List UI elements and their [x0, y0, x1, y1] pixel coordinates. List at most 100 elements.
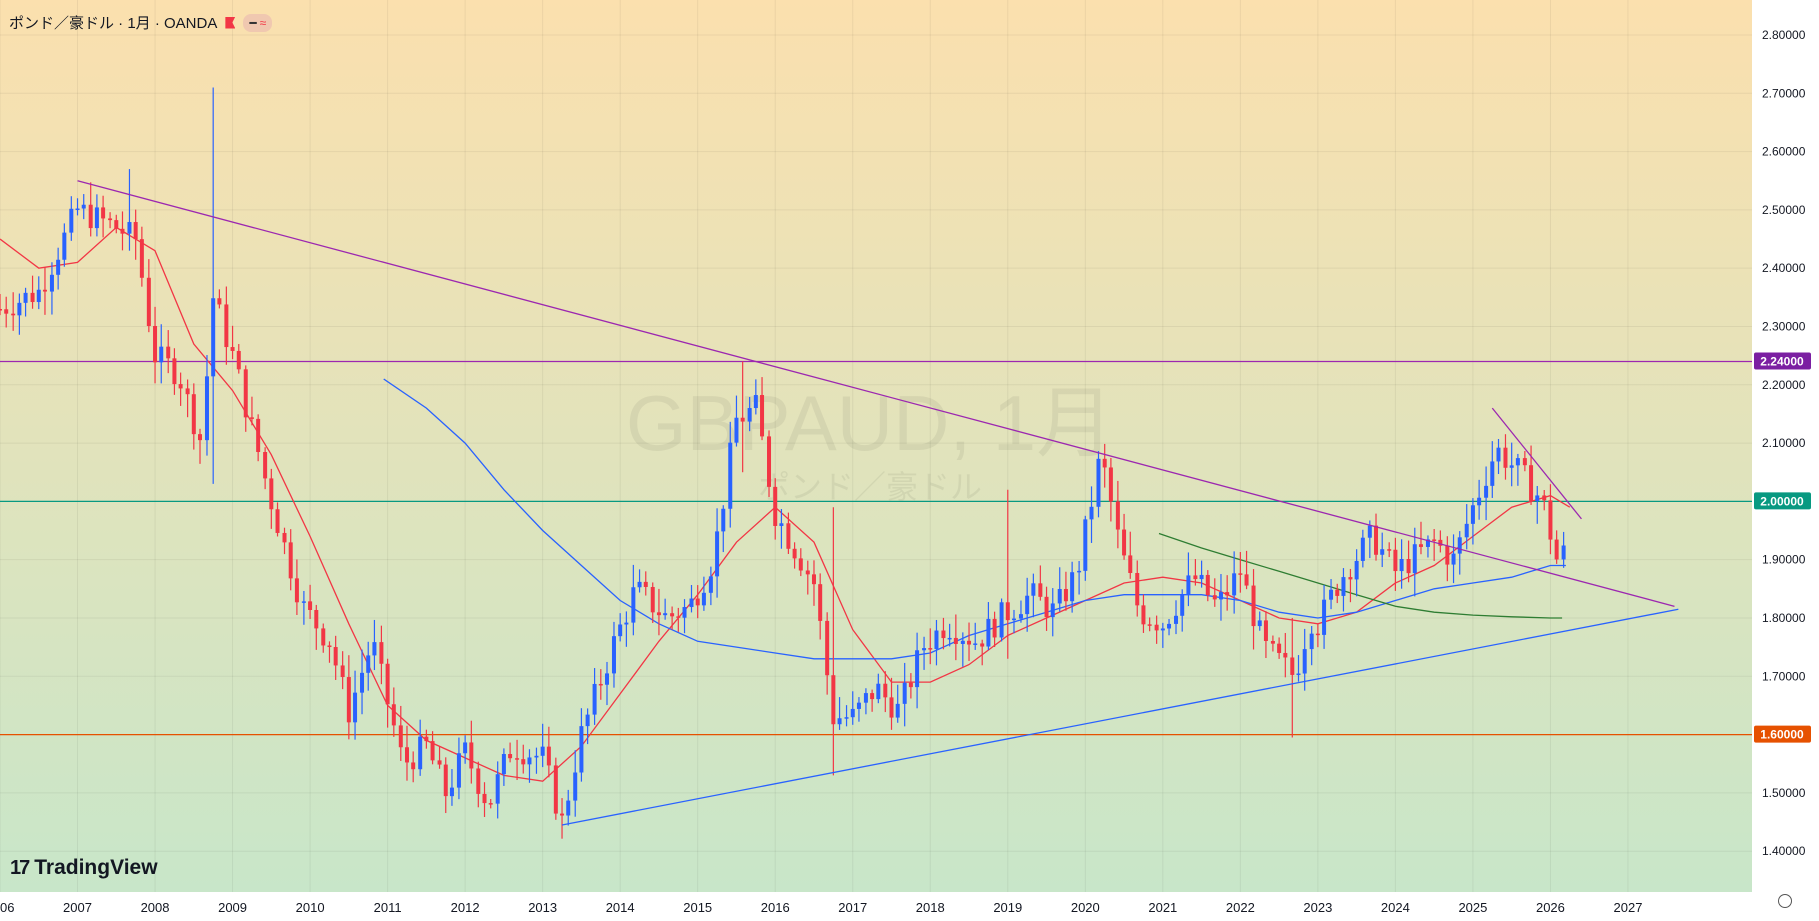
candle-body	[198, 434, 203, 441]
candle-body	[870, 693, 875, 700]
candle-body	[120, 228, 125, 234]
time-tick-label: 2015	[683, 900, 712, 915]
candle-body	[670, 613, 675, 617]
trendline	[1491, 407, 1582, 520]
candle-body	[482, 793, 487, 804]
candle-body	[515, 758, 520, 760]
candle-body	[1115, 501, 1120, 530]
time-tick-label: 2026	[1536, 900, 1565, 915]
candle-body	[650, 586, 655, 613]
candle-body	[1484, 485, 1489, 498]
time-tick-label: 2007	[63, 900, 92, 915]
candle-body	[825, 620, 830, 676]
candle-body	[902, 682, 907, 704]
candle-body	[1561, 545, 1566, 560]
candle-body	[986, 618, 991, 647]
settings-icon[interactable]	[1778, 894, 1792, 908]
candle-body	[1225, 592, 1230, 596]
candle-body	[1451, 553, 1456, 565]
candle-body	[1193, 575, 1198, 580]
candle-body	[831, 675, 836, 725]
candle-body	[889, 697, 894, 718]
candle-body	[1529, 465, 1534, 501]
price-label-text: 2.00000	[1760, 494, 1804, 508]
candle-body	[1277, 643, 1282, 653]
candle-body	[747, 408, 752, 422]
candle-body	[243, 369, 248, 418]
candle-body	[1412, 544, 1417, 574]
candle-body	[992, 618, 997, 638]
candle-body	[1296, 673, 1301, 676]
candle-body	[437, 760, 442, 765]
candle-body	[133, 222, 138, 240]
candle-body	[1174, 615, 1179, 624]
candle-body	[1309, 633, 1314, 650]
candle-body	[1302, 649, 1307, 674]
candle-body	[934, 630, 939, 649]
candle-body	[1244, 574, 1249, 586]
candle-body	[579, 726, 584, 773]
candle-body	[1387, 549, 1392, 551]
candle-body	[1089, 506, 1094, 520]
time-tick-label: 2014	[606, 900, 635, 915]
price-tick-label: 1.80000	[1762, 611, 1806, 625]
price-tick-label: 1.90000	[1762, 553, 1806, 567]
candle-body	[327, 645, 332, 648]
candle-body	[139, 239, 144, 278]
candle-body	[1108, 467, 1113, 502]
candle-body	[1167, 623, 1172, 629]
price-labels: 2.24000 2.00000 1.60000	[1754, 352, 1811, 743]
candle-body	[585, 714, 590, 727]
candle-body	[805, 570, 810, 575]
candle-body	[411, 762, 416, 770]
candle-body	[495, 774, 500, 804]
candle-body	[863, 693, 868, 703]
time-tick-label: 2012	[451, 900, 480, 915]
candle-body	[1315, 633, 1320, 636]
candle-body	[1457, 537, 1462, 554]
candle-body	[288, 542, 293, 579]
candle-body	[728, 442, 733, 509]
candle-body	[689, 598, 694, 608]
candle-body	[1509, 465, 1514, 468]
candle-body	[1470, 505, 1475, 524]
candle-body	[1496, 447, 1501, 462]
candle-body	[1251, 585, 1256, 627]
tradingview-logo[interactable]: 17 TradingView	[10, 856, 158, 880]
candle-body	[1438, 539, 1443, 546]
candle-body	[1038, 583, 1043, 597]
time-axis: 2006 2007 2008 2009 2010 2011 2012 2013 2014 2015…	[0, 900, 1642, 915]
candle-body	[1515, 458, 1520, 466]
candle-body	[941, 630, 946, 639]
candle-body	[967, 640, 972, 645]
candle-body	[715, 531, 720, 577]
candle-body	[42, 289, 47, 292]
candle-body	[1425, 539, 1430, 547]
candle-body	[786, 523, 791, 549]
candle-body	[127, 222, 132, 234]
flag-icon[interactable]	[225, 16, 236, 29]
candle-body	[217, 298, 222, 305]
candle-body	[1199, 574, 1204, 580]
indicator-toggle[interactable]: ━ ≈	[243, 13, 273, 32]
candle-body	[1063, 588, 1068, 602]
candle-body	[604, 673, 610, 685]
candle-body	[191, 394, 196, 435]
candle-body	[166, 346, 171, 359]
candle-body	[1490, 461, 1495, 486]
candle-body	[631, 587, 636, 623]
candle-body	[1399, 559, 1404, 572]
price-tick-label: 2.30000	[1762, 319, 1806, 333]
candle-body	[23, 292, 28, 303]
trendlines	[77, 180, 1679, 826]
candle-body	[1141, 605, 1146, 625]
candle-body	[734, 417, 739, 443]
candle-body	[211, 298, 216, 377]
candle-body	[321, 628, 326, 646]
candle-body	[1212, 595, 1217, 600]
price-label-box	[1754, 492, 1811, 510]
price-tick-label: 2.80000	[1762, 28, 1806, 42]
candle-body	[708, 576, 713, 593]
symbol-title[interactable]: ポンド／豪ドル · 1月 · OANDA	[9, 15, 218, 32]
